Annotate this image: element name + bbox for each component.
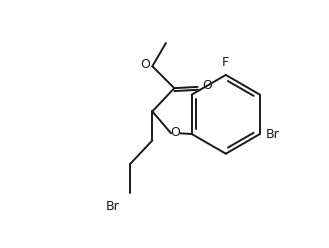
Text: Br: Br (106, 200, 119, 213)
Text: O: O (203, 79, 213, 92)
Text: Br: Br (266, 127, 279, 141)
Text: O: O (171, 125, 181, 139)
Text: F: F (222, 57, 229, 69)
Text: O: O (140, 58, 150, 71)
